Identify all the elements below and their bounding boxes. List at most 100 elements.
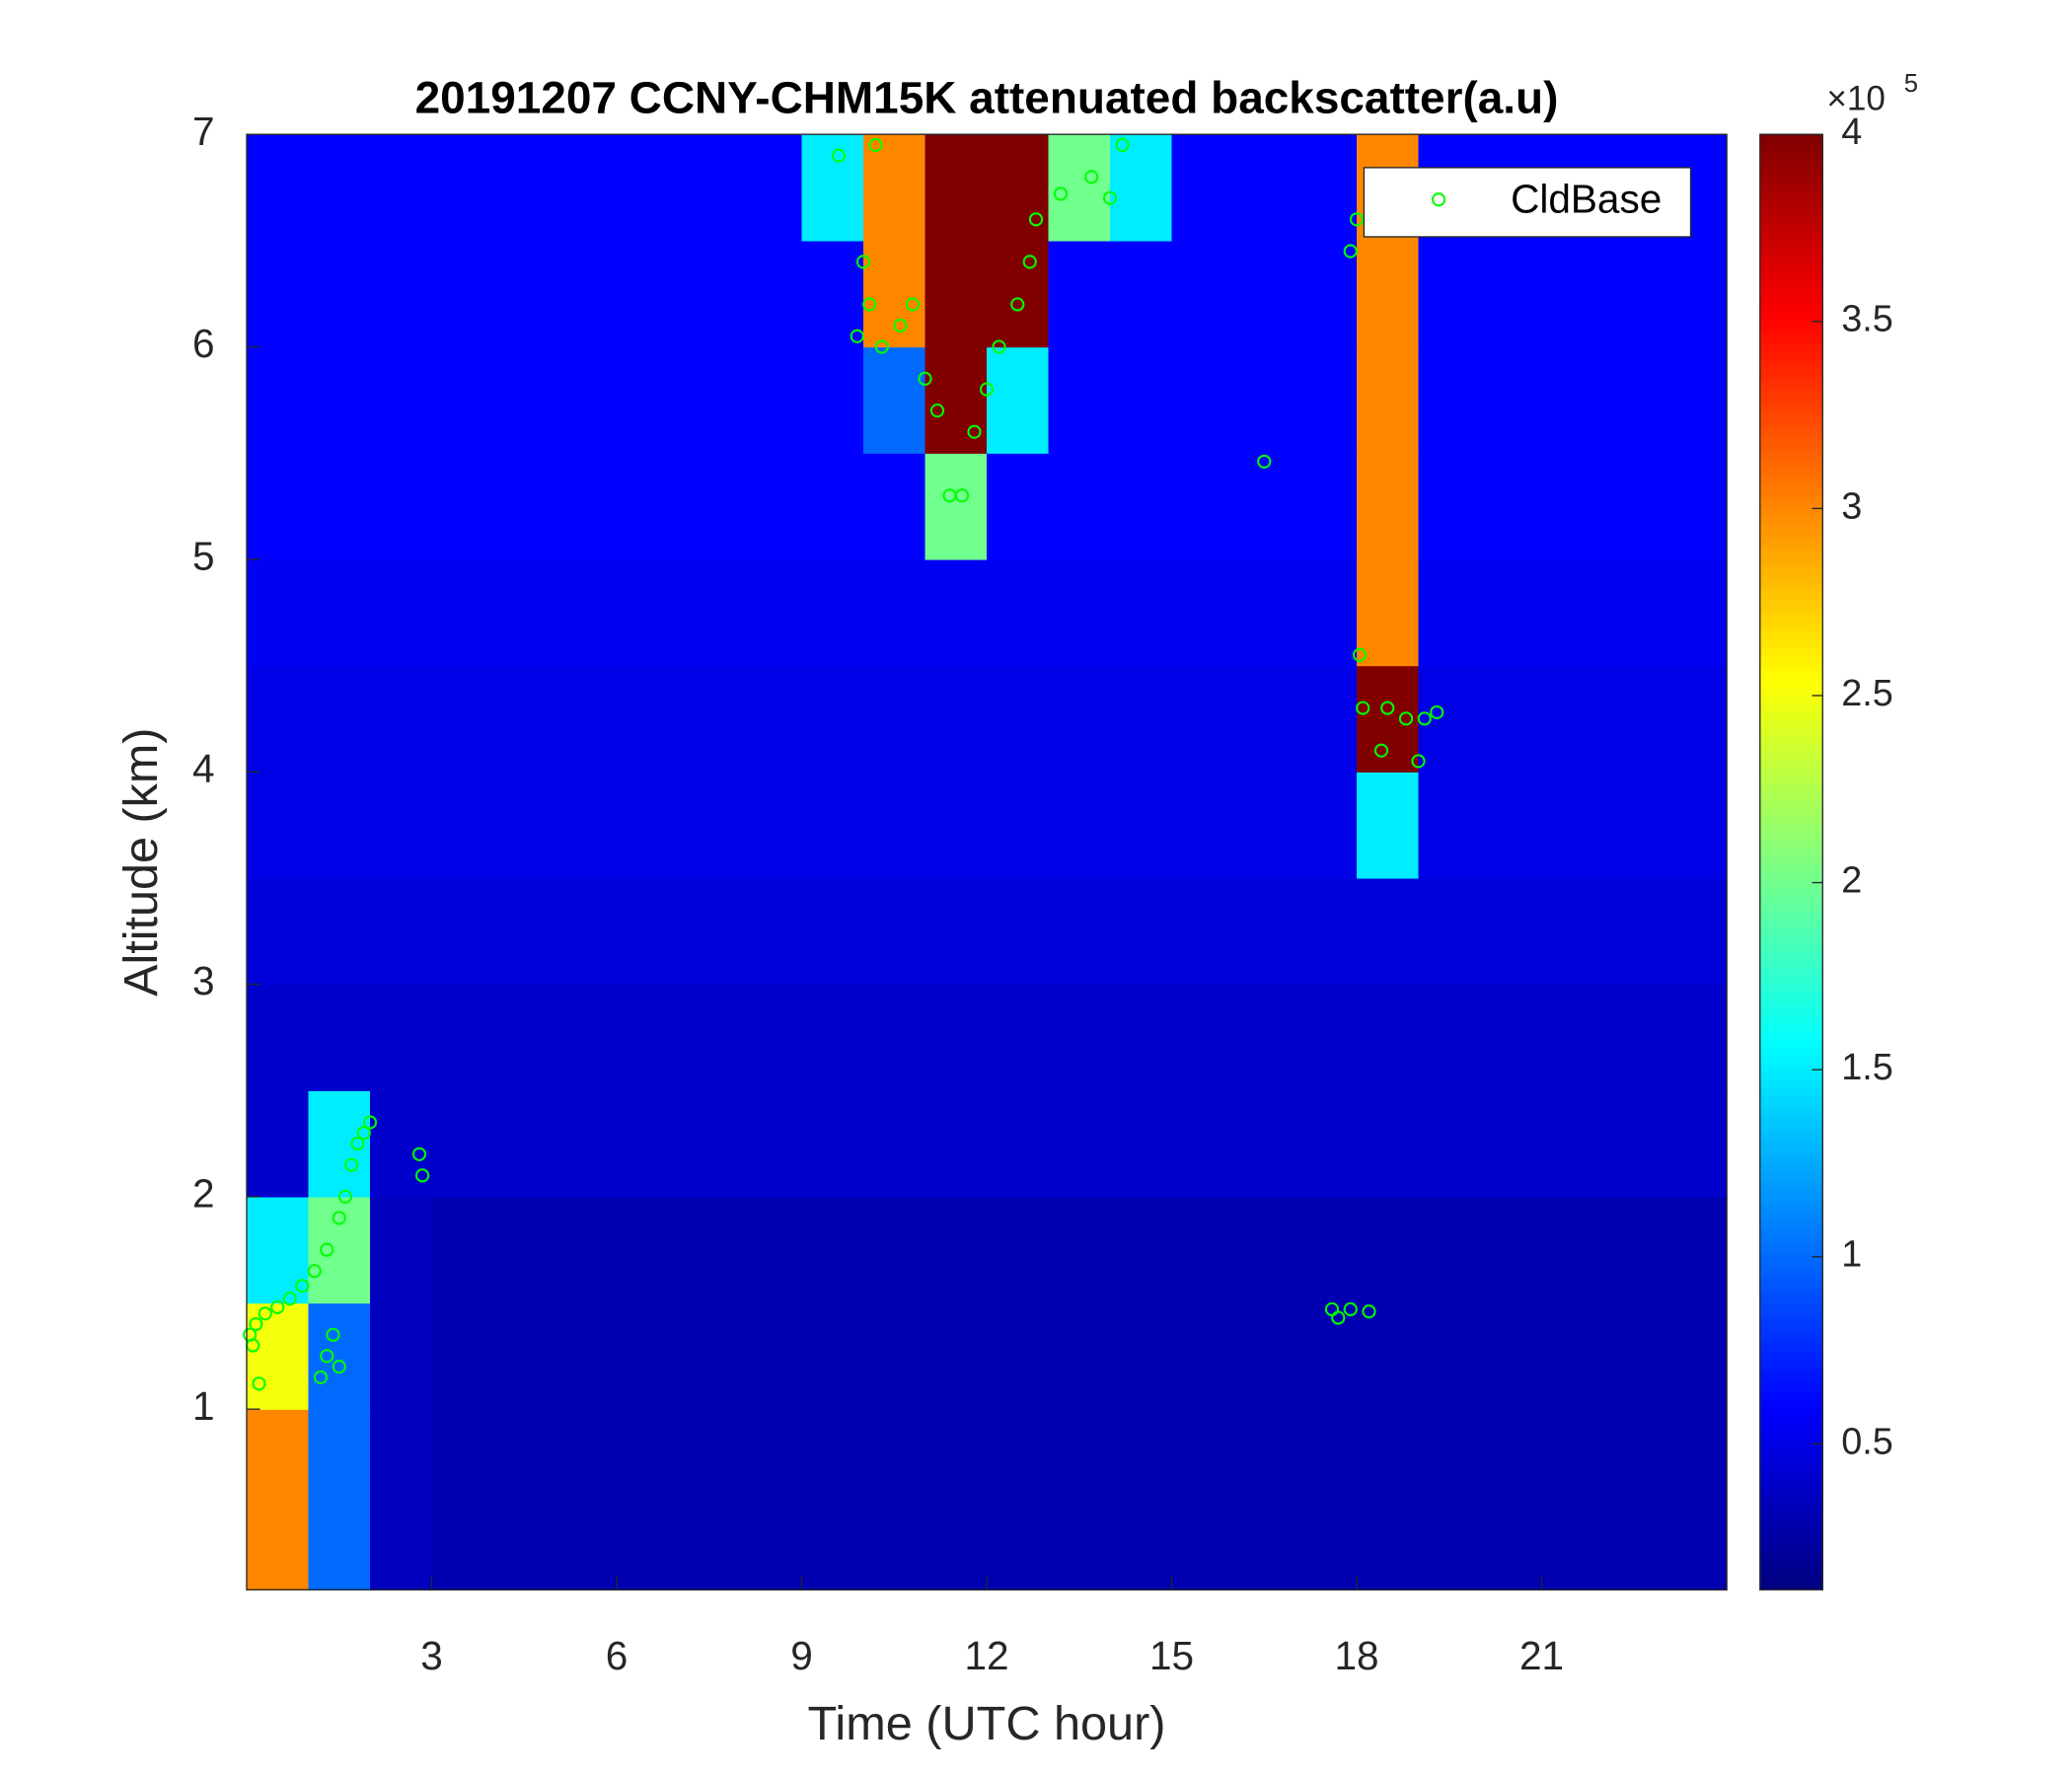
heatmap-cell: [493, 558, 556, 667]
heatmap-cell: [801, 1515, 864, 1591]
heatmap-cell: [1480, 1302, 1543, 1410]
heatmap-cell: [801, 877, 864, 986]
heatmap-cell: [1233, 1515, 1296, 1591]
colorbar-tick-label: 1.5: [1841, 1047, 1893, 1088]
heatmap-cell: [247, 346, 310, 454]
heatmap-cell: [863, 1515, 926, 1591]
heatmap-cell: [801, 134, 864, 242]
heatmap-cell: [925, 1196, 988, 1304]
heatmap-cell: [1541, 346, 1604, 454]
heatmap-cell: [370, 1409, 433, 1517]
heatmap-cell: [863, 558, 926, 667]
heatmap-cell: [308, 134, 371, 242]
cloud-base-point: [1331, 1310, 1346, 1325]
heatmap-cell: [555, 240, 618, 348]
heatmap-cell: [1110, 1409, 1173, 1517]
heatmap-cell: [1541, 558, 1604, 667]
heatmap-cell: [247, 1196, 310, 1304]
x-tick-label: 18: [1334, 1633, 1378, 1678]
heatmap-cell: [1418, 346, 1481, 454]
colorbar-tick-label: 0.5: [1841, 1421, 1893, 1462]
heatmap-cell: [1357, 1302, 1420, 1410]
heatmap-cell: [987, 1302, 1050, 1410]
heatmap-cell: [370, 1302, 433, 1410]
heatmap-cell: [493, 134, 556, 242]
heatmap-cell: [247, 240, 310, 348]
heatmap-cell: [247, 1090, 310, 1198]
heatmap-cell: [370, 558, 433, 667]
heatmap-cell: [1603, 1515, 1666, 1591]
heatmap-cell: [863, 1090, 926, 1198]
heatmap-cell: [1541, 1515, 1604, 1591]
heatmap-cell: [801, 772, 864, 879]
heatmap-cell: [555, 453, 618, 560]
heatmap-cell: [1541, 665, 1604, 773]
x-tick-label: 6: [606, 1633, 629, 1678]
heatmap-cell: [1603, 453, 1666, 560]
heatmap-cell: [987, 1196, 1050, 1304]
heatmap-cell: [925, 134, 988, 242]
heatmap-cell: [1048, 1302, 1111, 1410]
heatmap-cell: [617, 1409, 680, 1517]
heatmap-cell: [617, 134, 680, 242]
heatmap-cell: [493, 1515, 556, 1591]
heatmap-cell: [493, 346, 556, 454]
heatmap-cell: [1418, 240, 1481, 348]
heatmap-cell: [1541, 1196, 1604, 1304]
cloud-base-point: [979, 382, 995, 397]
heatmap-cell: [1480, 558, 1543, 667]
heatmap-cell: [1048, 1409, 1111, 1517]
cloud-base-point: [1343, 244, 1358, 259]
heatmap-cell: [1480, 665, 1543, 773]
heatmap-cell: [1048, 665, 1111, 773]
heatmap-cell: [617, 1515, 680, 1591]
heatmap-cell: [431, 1515, 494, 1591]
heatmap-cell: [247, 772, 310, 879]
heatmap-cell: [493, 1409, 556, 1517]
heatmap-cell: [493, 453, 556, 560]
heatmap-cell: [1110, 134, 1173, 242]
heatmap-cell: [1357, 1090, 1420, 1198]
heatmap-cell: [493, 1196, 556, 1304]
heatmap-cell: [247, 134, 310, 242]
heatmap-cell: [1295, 1409, 1358, 1517]
heatmap-cell: [308, 558, 371, 667]
heatmap-cell: [1295, 877, 1358, 986]
heatmap-cell: [678, 1409, 741, 1517]
heatmap-cell: [431, 984, 494, 1091]
heatmap-cell: [925, 1409, 988, 1517]
cloud-base-point: [332, 1211, 346, 1225]
cloud-base-point: [850, 329, 864, 343]
cloud-base-point: [326, 1327, 340, 1342]
heatmap-cell: [555, 558, 618, 667]
heatmap-cell: [987, 665, 1050, 773]
heatmap-cell: [617, 1090, 680, 1198]
colorbar-multiplier: ×10: [1826, 80, 1886, 118]
heatmap-cell: [987, 134, 1050, 242]
plot-area: [247, 134, 1728, 1591]
heatmap-cell: [247, 453, 310, 560]
heatmap-cell: [308, 1515, 371, 1591]
cloud-base-point: [270, 1299, 285, 1314]
heatmap-cell: [1541, 772, 1604, 879]
heatmap-cell: [431, 558, 494, 667]
heatmap-cell: [1295, 772, 1358, 879]
heatmap-cell: [925, 984, 988, 1091]
cloud-base-point: [356, 1126, 371, 1141]
cloud-base-point: [1373, 743, 1389, 758]
heatmap-cell: [740, 1409, 803, 1517]
cloud-base-point: [862, 297, 877, 312]
heatmap-cell: [925, 877, 988, 986]
heatmap-cell: [1233, 1409, 1296, 1517]
heatmap-cell: [1541, 1409, 1604, 1517]
heatmap-cell: [925, 665, 988, 773]
heatmap-cell: [678, 1302, 741, 1410]
heatmap-cell: [617, 665, 680, 773]
heatmap-cell: [863, 1302, 926, 1410]
x-tick-label: 3: [420, 1633, 443, 1678]
heatmap-cell: [1357, 1196, 1420, 1304]
cloud-base-point: [320, 1349, 334, 1364]
heatmap-cell: [431, 1409, 494, 1517]
heatmap-cell: [247, 665, 310, 773]
